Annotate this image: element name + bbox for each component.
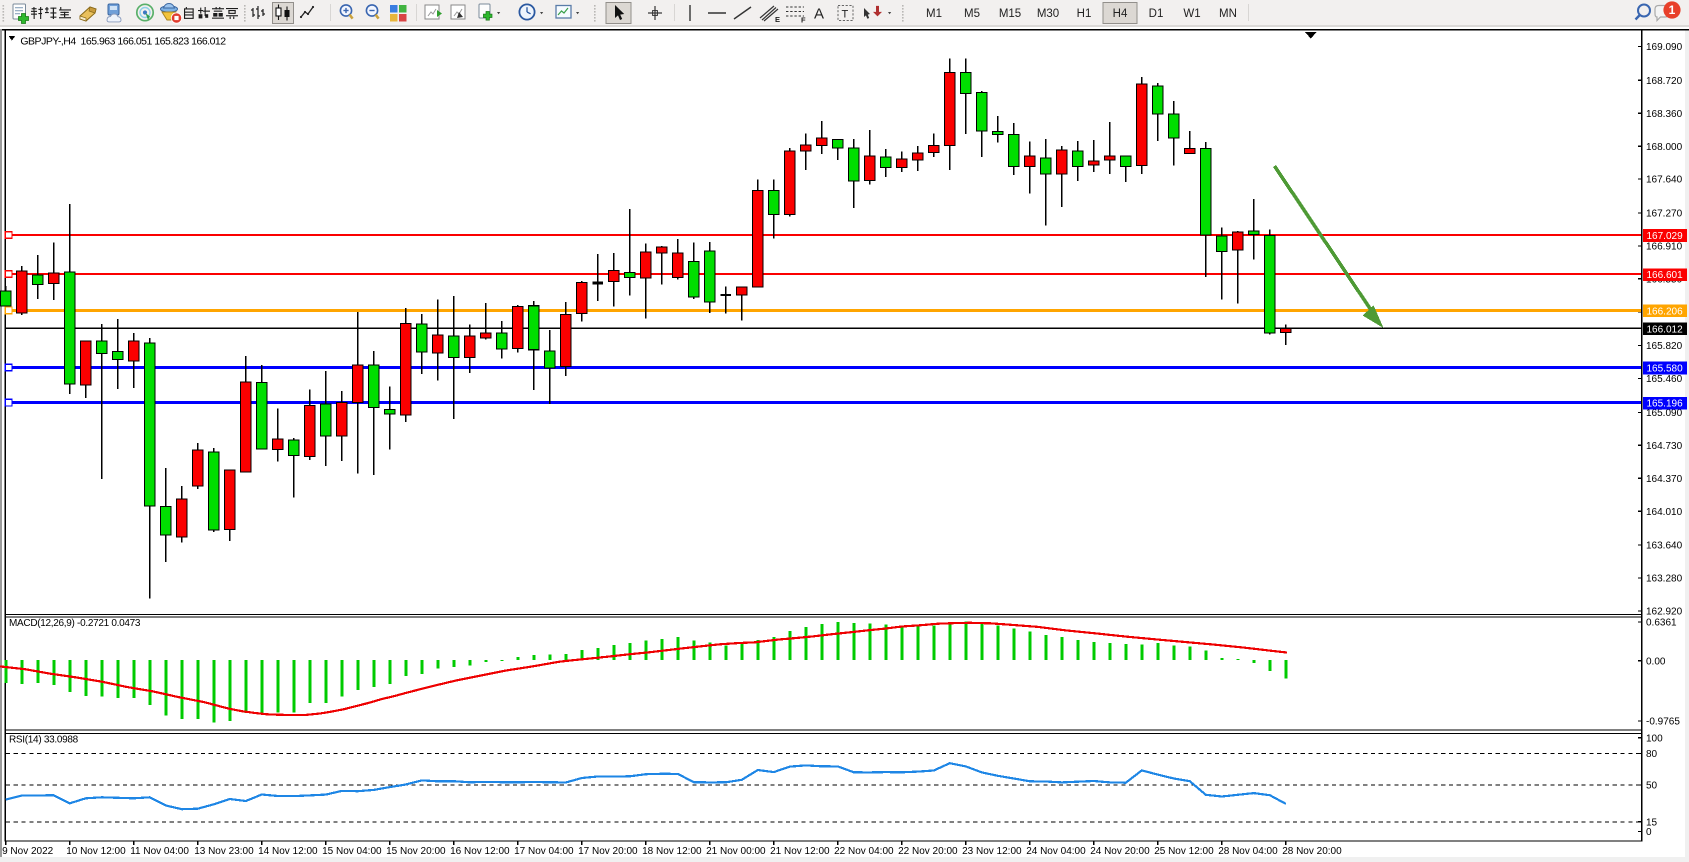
svg-text:166.012: 166.012 [1647,324,1684,335]
svg-text:165.580: 165.580 [1647,364,1684,375]
svg-text:0: 0 [1646,827,1652,838]
svg-text:RSI(14) 33.0988: RSI(14) 33.0988 [9,735,79,746]
svg-text:16 Nov 12:00: 16 Nov 12:00 [450,846,510,857]
svg-text:14 Nov 12:00: 14 Nov 12:00 [258,846,318,857]
svg-text:23 Nov 12:00: 23 Nov 12:00 [962,846,1022,857]
svg-text:25 Nov 12:00: 25 Nov 12:00 [1154,846,1214,857]
svg-text:164.730: 164.730 [1646,441,1683,452]
svg-text:165.090: 165.090 [1646,408,1683,419]
svg-text:0.00: 0.00 [1646,656,1666,667]
svg-text:28 Nov 04:00: 28 Nov 04:00 [1218,846,1278,857]
svg-text:F: F [801,16,806,25]
svg-text:18 Nov 12:00: 18 Nov 12:00 [642,846,702,857]
svg-text:166.601: 166.601 [1647,270,1684,281]
svg-text:H1: H1 [1077,8,1092,20]
svg-text:15 Nov 04:00: 15 Nov 04:00 [322,846,382,857]
svg-text:M30: M30 [1037,8,1059,20]
svg-text:W1: W1 [1183,8,1200,20]
svg-text:T: T [842,9,849,21]
svg-text:80: 80 [1646,749,1658,760]
svg-text:169.090: 169.090 [1646,42,1683,53]
svg-text:168.720: 168.720 [1646,76,1683,87]
svg-text:E: E [775,15,780,24]
svg-text:21 Nov 00:00: 21 Nov 00:00 [706,846,766,857]
svg-text:13 Nov 23:00: 13 Nov 23:00 [194,846,254,857]
svg-text:24 Nov 20:00: 24 Nov 20:00 [1090,846,1150,857]
svg-text:10 Nov 12:00: 10 Nov 12:00 [66,846,126,857]
svg-text:MN: MN [1219,8,1237,20]
svg-text:22 Nov 20:00: 22 Nov 20:00 [898,846,958,857]
svg-text:166.910: 166.910 [1646,242,1683,253]
svg-text:H4: H4 [1113,8,1128,20]
svg-text:167.270: 167.270 [1646,209,1683,220]
svg-text:168.360: 168.360 [1646,109,1683,120]
svg-text:162.920: 162.920 [1646,607,1683,618]
svg-text:167.029: 167.029 [1647,231,1684,242]
svg-text:24 Nov 04:00: 24 Nov 04:00 [1026,846,1086,857]
svg-text:9 Nov 2022: 9 Nov 2022 [2,846,54,857]
svg-text:M5: M5 [964,8,980,20]
svg-text:M1: M1 [926,8,942,20]
svg-text:28 Nov 20:00: 28 Nov 20:00 [1282,846,1342,857]
svg-text:22 Nov 04:00: 22 Nov 04:00 [834,846,894,857]
svg-text:165.196: 165.196 [1647,399,1684,410]
svg-text:MACD(12,26,9) -0.2721 0.0473: MACD(12,26,9) -0.2721 0.0473 [9,618,141,629]
svg-text:15 Nov 20:00: 15 Nov 20:00 [386,846,446,857]
svg-text:M15: M15 [999,8,1021,20]
svg-text:11 Nov 04:00: 11 Nov 04:00 [130,846,189,857]
svg-text:GBPJPY-,H4 165.963 166.051 16: GBPJPY-,H4 165.963 166.051 165.823 166.0… [20,35,226,47]
svg-text:17 Nov 20:00: 17 Nov 20:00 [578,846,638,857]
svg-text:100: 100 [1646,733,1663,744]
svg-text:1: 1 [1669,3,1676,17]
svg-text:-0.9765: -0.9765 [1646,717,1680,728]
svg-text:A: A [814,6,824,23]
svg-text:167.640: 167.640 [1646,175,1683,186]
svg-text:15: 15 [1646,817,1658,828]
svg-text:165.820: 165.820 [1646,341,1683,352]
svg-text:166.206: 166.206 [1647,306,1684,317]
svg-text:164.370: 164.370 [1646,474,1683,485]
svg-text:164.010: 164.010 [1646,507,1683,518]
svg-text:21 Nov 12:00: 21 Nov 12:00 [770,846,830,857]
svg-text:168.000: 168.000 [1646,142,1683,153]
svg-text:165.460: 165.460 [1646,374,1683,385]
svg-text:163.280: 163.280 [1646,574,1683,585]
svg-text:163.640: 163.640 [1646,541,1683,552]
svg-text:50: 50 [1646,781,1658,792]
svg-text:17 Nov 04:00: 17 Nov 04:00 [514,846,574,857]
svg-text:0.6361: 0.6361 [1646,618,1677,629]
svg-text:D1: D1 [1149,8,1164,20]
